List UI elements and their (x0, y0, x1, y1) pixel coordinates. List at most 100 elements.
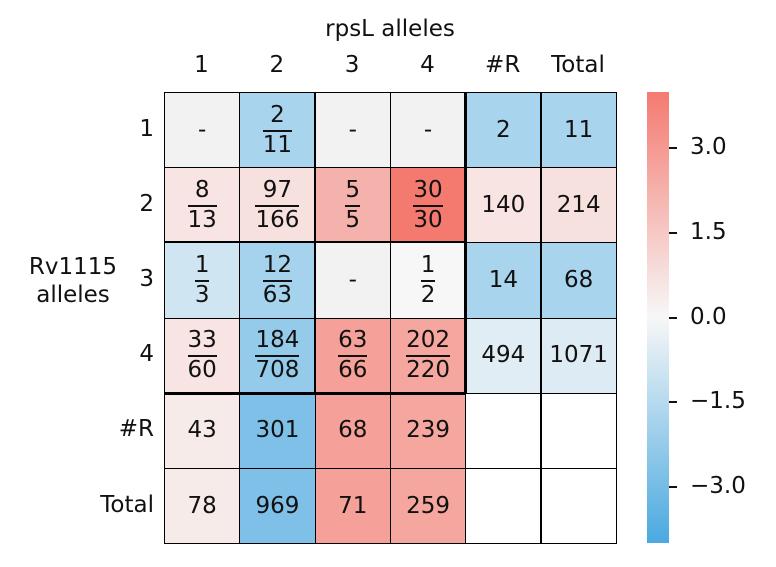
colorbar-tick-label: 3.0 (690, 134, 727, 161)
heatmap-cell: 202 220 (389, 317, 467, 394)
cell-fraction: 184 708 (255, 327, 300, 384)
cell-numerator: 97 (262, 176, 293, 203)
cell-numerator: 30 (413, 176, 443, 203)
fraction-bar (345, 204, 361, 207)
fraction-bar (194, 279, 210, 282)
cell-fraction: 30 30 (413, 176, 443, 233)
heatmap-cell: 71 (314, 468, 391, 545)
heatmap-cell: 494 (465, 317, 542, 394)
heatmap-cell: 11 (540, 92, 617, 169)
colorbar-tick-mark (669, 401, 677, 404)
cell-denominator: 708 (255, 357, 300, 384)
cell-denominator: 66 (338, 357, 368, 384)
heatmap-cell (465, 468, 542, 545)
heatmap-cell: 30 30 (389, 167, 467, 244)
colorbar-tick-mark (669, 485, 677, 488)
cell-value: 78 (187, 492, 217, 519)
cell-value: 68 (338, 417, 368, 444)
grid-separator (164, 391, 466, 395)
heatmap-cell: 1071 (540, 317, 617, 394)
heatmap-cell: 78 (164, 468, 241, 545)
heatmap-cell: - (164, 92, 241, 169)
fraction-bar (413, 204, 443, 207)
column-label: 4 (420, 52, 435, 78)
cell-fraction: 63 66 (338, 327, 368, 384)
heatmap-cell: - (314, 242, 391, 319)
colorbar-tick-mark (669, 316, 677, 319)
colorbar (647, 92, 669, 543)
heatmap-cell: 68 (540, 242, 617, 319)
cell-denominator: 60 (187, 357, 217, 384)
cell-value: - (348, 116, 357, 143)
cell-value: 14 (488, 266, 518, 293)
heatmap-cell: - (314, 92, 391, 169)
grid-separator (464, 92, 468, 393)
cell-numerator: 33 (187, 327, 217, 354)
cell-numerator: 1 (420, 251, 436, 278)
row-label: 2 (139, 190, 154, 217)
colorbar-tick-mark (669, 147, 677, 150)
heatmap-cell: 43 (164, 392, 241, 469)
cell-denominator: 2 (420, 281, 436, 308)
cell-value: 214 (556, 191, 601, 218)
cell-denominator: 3 (194, 281, 210, 308)
column-label: 1 (194, 52, 209, 78)
cell-value: 1071 (549, 342, 608, 369)
heatmap-cell: 2 (465, 92, 542, 169)
row-label: 3 (139, 266, 154, 292)
cell-value: 140 (481, 191, 526, 218)
colorbar-tick-label: −1.5 (690, 388, 746, 415)
cell-denominator: 11 (262, 131, 293, 158)
colorbar-tick-label: 0.0 (690, 303, 727, 330)
row-label: #R (118, 416, 154, 443)
cell-denominator: 30 (413, 206, 443, 233)
cell-numerator: 8 (194, 176, 210, 203)
heatmap-cell: 14 (465, 242, 542, 319)
heatmap-cell: 184 708 (239, 317, 316, 394)
cell-fraction: 2 11 (262, 103, 293, 158)
heatmap-cell (540, 468, 617, 545)
cell-value: 301 (255, 417, 300, 444)
fraction-bar (262, 279, 293, 282)
cell-denominator: 63 (262, 281, 293, 308)
heatmap-cell: 214 (540, 167, 617, 244)
heatmap-cell: 259 (389, 468, 467, 545)
cell-value: 239 (406, 417, 450, 444)
cell-denominator: 5 (345, 206, 361, 233)
fraction-bar (338, 355, 368, 358)
cell-numerator: 63 (338, 327, 368, 354)
cell-numerator: 184 (255, 327, 300, 354)
colorbar-tick-mark (669, 231, 677, 234)
cell-value: 969 (255, 492, 300, 519)
fraction-bar (255, 355, 300, 358)
fraction-bar (406, 355, 450, 358)
column-label: 3 (344, 52, 360, 78)
heatmap-cell: 8 13 (164, 167, 241, 244)
fraction-bar (262, 129, 293, 132)
heatmap-cell: 140 (465, 167, 542, 244)
cell-fraction: 33 60 (187, 327, 217, 384)
cell-value: - (348, 266, 357, 293)
fraction-bar (187, 355, 217, 358)
fraction-bar (420, 279, 436, 282)
heatmap-cell: 2 11 (239, 92, 316, 169)
heatmap-cell: 68 (314, 392, 391, 469)
colorbar-tick-label: −3.0 (690, 472, 746, 499)
heatmap-cell: 969 (239, 468, 316, 545)
cell-value: 259 (406, 492, 450, 519)
row-label: 1 (139, 115, 154, 142)
heatmap-cell (540, 392, 617, 469)
grid-separator (164, 241, 466, 244)
cell-fraction: 97 166 (255, 176, 300, 232)
heatmap-cell: 63 66 (314, 317, 391, 394)
heatmap-cell: 33 60 (164, 317, 241, 394)
heatmap-cell: 97 166 (239, 167, 316, 244)
cell-numerator: 5 (345, 176, 361, 203)
